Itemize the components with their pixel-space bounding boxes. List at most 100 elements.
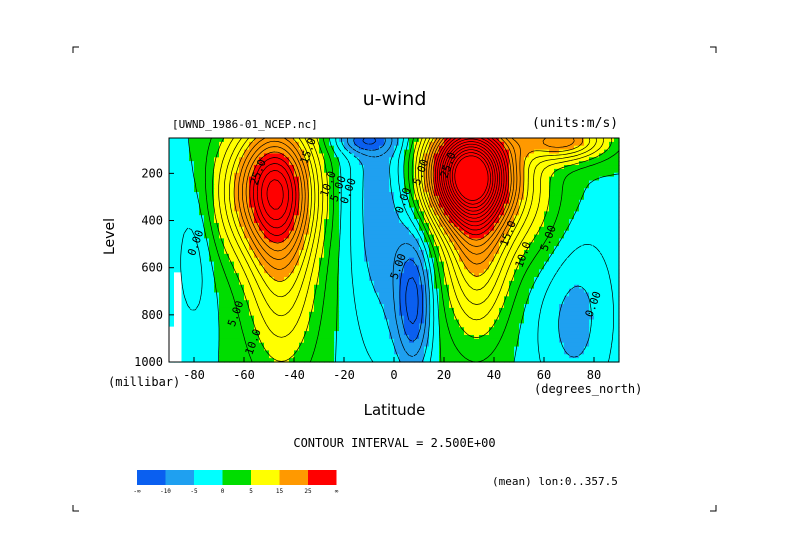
contour-cell bbox=[239, 265, 245, 270]
contour-cell bbox=[184, 141, 190, 147]
contour-cell bbox=[319, 350, 325, 355]
contour-cell bbox=[489, 327, 495, 332]
contour-cell bbox=[544, 265, 550, 270]
contour-cell bbox=[284, 219, 290, 224]
contour-cell bbox=[259, 342, 265, 348]
contour-cell bbox=[549, 176, 555, 182]
contour-cell bbox=[344, 292, 350, 297]
contour-cell bbox=[429, 273, 435, 278]
contour-cell bbox=[534, 168, 540, 174]
contour-cell bbox=[214, 207, 220, 212]
contour-cell bbox=[354, 319, 360, 324]
contour-cell bbox=[304, 246, 310, 251]
contour-cell bbox=[319, 338, 325, 344]
contour-cell bbox=[589, 269, 595, 274]
contour-cell bbox=[464, 307, 470, 313]
contour-cell bbox=[209, 145, 215, 151]
contour-cell bbox=[614, 311, 620, 317]
contour-cell bbox=[269, 161, 275, 166]
contour-cell bbox=[239, 141, 245, 147]
contour-cell bbox=[344, 145, 350, 151]
contour-cell bbox=[374, 342, 380, 348]
contour-cell bbox=[349, 188, 355, 193]
contour-cell bbox=[539, 342, 545, 348]
contour-cell bbox=[379, 338, 385, 344]
contour-cell bbox=[569, 192, 575, 197]
contour-cell bbox=[599, 184, 605, 189]
contour-cell bbox=[469, 273, 475, 278]
contour-cell bbox=[249, 165, 255, 170]
contour-cell bbox=[244, 203, 250, 209]
contour-cell bbox=[194, 238, 200, 243]
contour-cell bbox=[244, 315, 250, 321]
contour-cell bbox=[524, 280, 530, 286]
contour-cell bbox=[439, 211, 445, 216]
contour-cell bbox=[234, 192, 240, 197]
contour-cell bbox=[529, 315, 535, 321]
contour-cell bbox=[349, 199, 355, 205]
contour-cell bbox=[414, 307, 420, 313]
contour-cell bbox=[339, 149, 345, 155]
contour-cell bbox=[269, 296, 275, 301]
contour-cell bbox=[379, 242, 385, 247]
contour-cell bbox=[239, 230, 245, 236]
contour-cell bbox=[469, 265, 475, 270]
contour-cell bbox=[474, 165, 480, 170]
contour-cell bbox=[579, 277, 585, 282]
contour-cell bbox=[364, 319, 370, 324]
contour-cell bbox=[574, 338, 580, 344]
contour-cell bbox=[284, 141, 290, 147]
contour-cell bbox=[479, 342, 485, 348]
contour-cell bbox=[369, 168, 375, 174]
contour-cell bbox=[274, 188, 280, 193]
contour-cell bbox=[229, 342, 235, 348]
contour-cell bbox=[499, 157, 505, 162]
contour-cell bbox=[509, 300, 515, 305]
contour-cell bbox=[324, 145, 330, 151]
contour-cell bbox=[609, 234, 615, 240]
contour-cell bbox=[519, 180, 525, 185]
contour-cell bbox=[374, 222, 380, 228]
contour-cell bbox=[319, 334, 325, 340]
contour-cell bbox=[574, 307, 580, 313]
contour-cell bbox=[389, 215, 395, 220]
contour-cell bbox=[289, 234, 295, 240]
contour-cell bbox=[374, 331, 380, 336]
contour-cell bbox=[564, 172, 570, 178]
contour-cell bbox=[419, 222, 425, 228]
contour-cell bbox=[249, 284, 255, 290]
contour-cell bbox=[349, 153, 355, 158]
contour-cell bbox=[284, 207, 290, 212]
contour-cell bbox=[424, 346, 430, 352]
contour-cell bbox=[374, 346, 380, 352]
contour-cell bbox=[319, 234, 325, 240]
contour-cell bbox=[219, 253, 225, 259]
contour-cell bbox=[569, 261, 575, 267]
contour-cell bbox=[289, 342, 295, 348]
contour-cell bbox=[539, 180, 545, 185]
contour-cell bbox=[464, 168, 470, 174]
contour-cell bbox=[254, 292, 260, 297]
contour-cell bbox=[254, 296, 260, 301]
contour-cell bbox=[579, 238, 585, 243]
contour-cell bbox=[424, 277, 430, 282]
contour-cell bbox=[474, 149, 480, 155]
contour-cell bbox=[594, 304, 600, 309]
contour-cell bbox=[514, 327, 520, 332]
contour-cell bbox=[429, 238, 435, 243]
contour-cell bbox=[604, 288, 610, 294]
contour-cell bbox=[269, 338, 275, 344]
contour-cell bbox=[189, 145, 195, 151]
contour-cell bbox=[609, 346, 615, 352]
contour-cell bbox=[419, 296, 425, 301]
contour-cell bbox=[594, 292, 600, 297]
contour-cell bbox=[494, 138, 500, 143]
contour-cell bbox=[519, 222, 525, 228]
contour-cell bbox=[494, 141, 500, 147]
contour-cell bbox=[409, 250, 415, 255]
contour-cell bbox=[574, 327, 580, 332]
contour-cell bbox=[474, 195, 480, 201]
contour-cell bbox=[234, 138, 240, 143]
contour-cell bbox=[459, 238, 465, 243]
contour-cell bbox=[509, 203, 515, 209]
